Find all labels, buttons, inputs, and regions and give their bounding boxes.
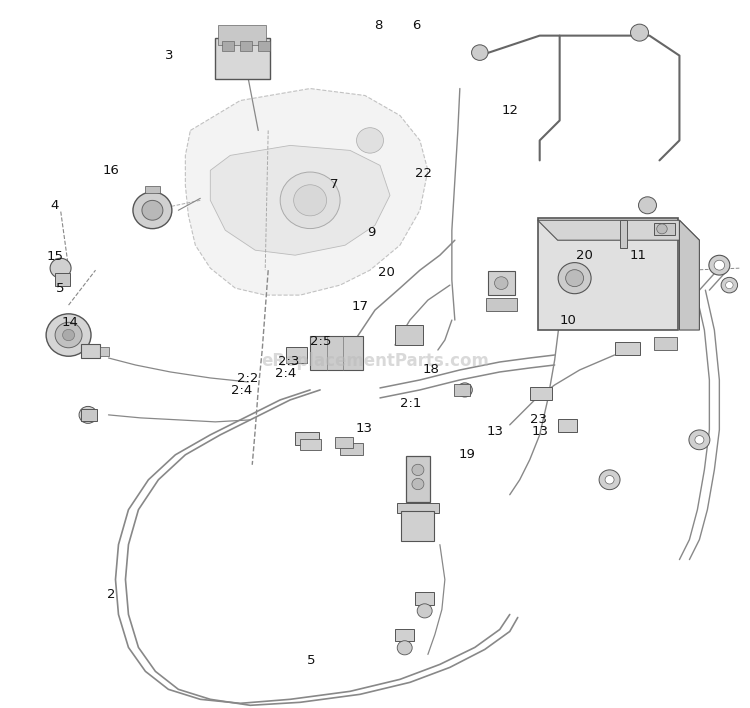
Text: 8: 8: [374, 19, 383, 32]
Text: 13: 13: [356, 422, 372, 435]
Text: 22: 22: [416, 167, 432, 181]
Text: 2: 2: [107, 588, 116, 601]
Bar: [620, 220, 627, 249]
Bar: [655, 337, 677, 350]
Circle shape: [689, 430, 710, 450]
Bar: [258, 40, 270, 50]
Circle shape: [638, 197, 656, 214]
Circle shape: [133, 192, 172, 229]
Text: 18: 18: [423, 363, 439, 376]
Text: 4: 4: [50, 199, 58, 212]
Bar: [80, 344, 100, 358]
Bar: [558, 419, 578, 432]
Bar: [530, 387, 552, 400]
Text: 2:4: 2:4: [274, 367, 296, 380]
Circle shape: [566, 270, 584, 287]
Circle shape: [412, 479, 424, 490]
Circle shape: [695, 435, 704, 444]
Text: 7: 7: [329, 178, 338, 191]
Text: 2:1: 2:1: [400, 397, 422, 410]
Circle shape: [558, 263, 591, 294]
Circle shape: [79, 406, 97, 423]
Text: eReplacementParts.com: eReplacementParts.com: [261, 352, 489, 370]
Bar: [395, 629, 415, 641]
Circle shape: [605, 476, 614, 484]
Bar: [538, 218, 679, 330]
Bar: [100, 347, 109, 356]
Circle shape: [472, 45, 488, 60]
Circle shape: [356, 127, 383, 153]
Bar: [215, 38, 270, 79]
Bar: [222, 40, 234, 50]
Text: 5: 5: [56, 282, 64, 295]
Circle shape: [494, 277, 508, 290]
Text: 3: 3: [165, 50, 173, 62]
Circle shape: [280, 172, 340, 229]
Bar: [454, 384, 470, 396]
Circle shape: [721, 278, 737, 293]
Circle shape: [657, 224, 668, 234]
Bar: [218, 25, 266, 45]
Circle shape: [599, 470, 620, 490]
Text: 11: 11: [630, 249, 647, 261]
Bar: [300, 438, 321, 450]
Circle shape: [46, 314, 91, 356]
Polygon shape: [680, 220, 700, 330]
Polygon shape: [210, 145, 390, 255]
Text: 12: 12: [501, 103, 518, 117]
Bar: [395, 325, 424, 345]
Bar: [401, 511, 434, 541]
Bar: [296, 432, 319, 445]
Bar: [286, 348, 308, 363]
Text: 9: 9: [367, 226, 376, 239]
Bar: [397, 503, 439, 513]
Circle shape: [709, 256, 730, 275]
Text: 2:4: 2:4: [231, 384, 252, 397]
Bar: [415, 592, 434, 605]
Circle shape: [142, 200, 163, 220]
Text: 23: 23: [530, 413, 547, 426]
Circle shape: [458, 383, 472, 397]
Text: 14: 14: [62, 316, 78, 329]
Text: 20: 20: [576, 249, 593, 261]
Circle shape: [417, 604, 432, 618]
Text: 13: 13: [486, 426, 503, 438]
Text: 2:3: 2:3: [278, 355, 299, 367]
Bar: [335, 437, 353, 448]
Circle shape: [294, 185, 326, 216]
Bar: [488, 271, 514, 295]
Circle shape: [398, 641, 412, 655]
Text: 5: 5: [307, 654, 316, 667]
Polygon shape: [185, 88, 428, 295]
Text: 2:5: 2:5: [310, 335, 331, 348]
Circle shape: [714, 261, 724, 270]
Text: 20: 20: [378, 266, 394, 279]
Circle shape: [725, 282, 733, 289]
Text: 2:2: 2:2: [237, 372, 259, 385]
Bar: [240, 40, 252, 50]
Text: 16: 16: [103, 164, 120, 177]
Text: 15: 15: [46, 250, 63, 263]
Bar: [145, 186, 160, 193]
Bar: [80, 409, 97, 421]
Circle shape: [631, 24, 649, 41]
Bar: [406, 456, 430, 502]
Bar: [614, 342, 640, 355]
Bar: [340, 443, 362, 455]
Bar: [310, 336, 362, 370]
Polygon shape: [538, 220, 700, 240]
Text: 19: 19: [459, 448, 476, 461]
Circle shape: [55, 322, 82, 348]
Circle shape: [62, 329, 74, 341]
Text: 10: 10: [560, 314, 577, 326]
Bar: [485, 298, 517, 311]
Bar: [55, 273, 70, 286]
Bar: [655, 222, 676, 235]
Text: 17: 17: [352, 300, 368, 313]
Circle shape: [50, 258, 71, 278]
Text: 13: 13: [531, 426, 548, 438]
Text: 6: 6: [412, 19, 420, 32]
Circle shape: [412, 464, 424, 476]
